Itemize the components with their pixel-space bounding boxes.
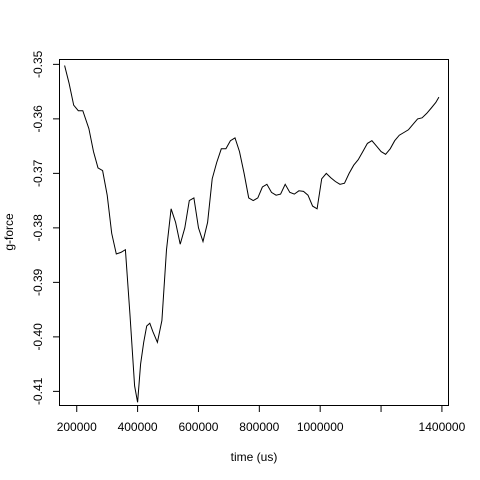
y-tick-label: -0.37 — [31, 159, 45, 187]
x-tick-label: 1000000 — [297, 420, 344, 434]
x-axis: 200000 400000 600000 800000 1000000 1400000 — [57, 405, 466, 434]
plot-frame — [59, 59, 449, 406]
x-tick-label: 600000 — [178, 420, 218, 434]
x-axis-title: time (us) — [231, 450, 278, 464]
x-tick-label: 400000 — [118, 420, 158, 434]
x-tick-label: 200000 — [57, 420, 97, 434]
y-tick-label: -0.39 — [31, 268, 45, 296]
y-tick-label: -0.35 — [31, 50, 45, 78]
series-line — [64, 65, 440, 403]
y-tick-label: -0.36 — [31, 105, 45, 133]
y-axis: -0.35 -0.36 -0.37 -0.38 -0.39 -0.40 -0.41 — [31, 50, 60, 405]
x-tick-label: 800000 — [239, 420, 279, 434]
y-tick-label: -0.38 — [31, 214, 45, 242]
y-tick-label: -0.41 — [31, 377, 45, 405]
x-tick-label: 1400000 — [419, 420, 466, 434]
y-tick-label: -0.40 — [31, 323, 45, 351]
y-axis-title: g-force — [2, 213, 16, 251]
